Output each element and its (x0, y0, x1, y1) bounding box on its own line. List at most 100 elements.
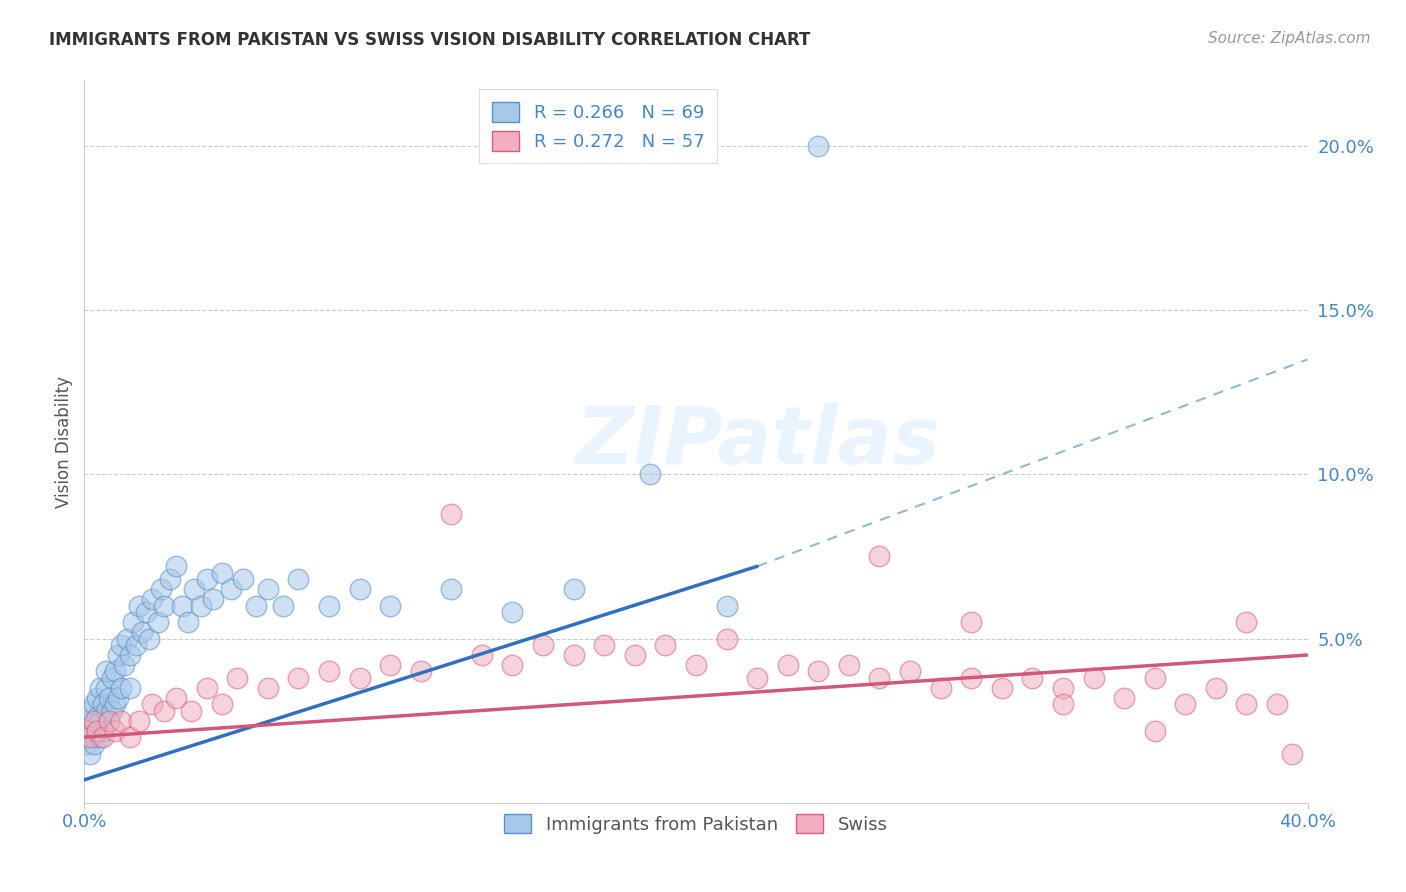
Point (128, 599, 150, 613)
Point (86, 723, 108, 738)
Point (349, 671, 371, 685)
Point (112, 657, 135, 672)
Point (101, 704, 124, 718)
Point (287, 671, 309, 685)
Point (440, 582, 463, 597)
Point (131, 625, 153, 640)
Point (1052, 698, 1074, 712)
Point (89, 714, 111, 728)
Point (257, 681, 280, 695)
Point (1143, 671, 1166, 685)
Point (110, 638, 132, 652)
Point (76, 714, 98, 728)
Point (76, 723, 98, 738)
Point (120, 730, 142, 744)
Point (960, 671, 983, 685)
Point (91, 698, 114, 712)
Point (153, 704, 176, 718)
Point (349, 582, 371, 597)
Point (86, 690, 108, 705)
Point (624, 648, 647, 662)
Point (1143, 723, 1166, 738)
Point (685, 657, 707, 672)
Point (190, 599, 212, 613)
Point (79, 730, 101, 744)
Point (79, 704, 101, 718)
Point (219, 582, 242, 597)
Point (135, 605, 157, 619)
Point (654, 638, 676, 652)
Point (107, 690, 129, 705)
Point (141, 698, 163, 712)
Point (245, 599, 267, 613)
Point (776, 657, 799, 672)
Point (318, 599, 340, 613)
Point (716, 599, 738, 613)
Point (211, 566, 233, 580)
Point (104, 698, 127, 712)
Point (138, 632, 160, 646)
Point (141, 592, 163, 607)
Point (83, 698, 105, 712)
Point (502, 605, 524, 619)
Point (107, 648, 129, 662)
Point (110, 681, 132, 695)
Point (183, 582, 205, 597)
Text: Source: ZipAtlas.com: Source: ZipAtlas.com (1208, 31, 1371, 46)
Point (869, 671, 891, 685)
Text: IMMIGRANTS FROM PAKISTAN VS SWISS VISION DISABILITY CORRELATION CHART: IMMIGRANTS FROM PAKISTAN VS SWISS VISION… (49, 31, 811, 49)
Point (226, 671, 249, 685)
Point (115, 632, 138, 646)
Point (1114, 690, 1136, 705)
Text: ZIPatlas: ZIPatlas (575, 402, 939, 481)
Point (79, 747, 101, 761)
Point (1083, 671, 1105, 685)
Point (172, 599, 194, 613)
Point (211, 698, 233, 712)
Point (125, 638, 148, 652)
Point (195, 573, 218, 587)
Point (1265, 698, 1288, 712)
Point (104, 665, 127, 679)
Point (97, 714, 120, 728)
Point (201, 592, 224, 607)
Point (380, 657, 402, 672)
Point (1236, 615, 1258, 630)
Point (991, 681, 1014, 695)
Point (94, 681, 117, 695)
Point (638, 467, 661, 482)
Point (104, 723, 127, 738)
Point (146, 615, 169, 630)
Point (120, 648, 142, 662)
Point (79, 723, 101, 738)
Point (159, 573, 181, 587)
Point (1052, 681, 1074, 695)
Point (593, 638, 616, 652)
Point (869, 549, 891, 564)
Point (165, 690, 187, 705)
Point (83, 730, 105, 744)
Point (929, 681, 952, 695)
Point (1236, 698, 1258, 712)
Point (562, 648, 585, 662)
Point (110, 714, 132, 728)
Point (89, 681, 111, 695)
Legend: Immigrants from Pakistan, Swiss: Immigrants from Pakistan, Swiss (494, 803, 898, 845)
Point (898, 665, 921, 679)
Point (83, 714, 105, 728)
Point (502, 657, 524, 672)
Point (440, 507, 463, 521)
Point (380, 599, 402, 613)
Point (89, 730, 111, 744)
Point (1281, 747, 1303, 761)
Point (747, 671, 769, 685)
Point (86, 710, 108, 724)
Point (101, 671, 124, 685)
Point (83, 737, 105, 751)
Point (409, 665, 432, 679)
Point (180, 704, 202, 718)
Point (1021, 671, 1043, 685)
Point (86, 723, 108, 738)
Point (76, 730, 98, 744)
Point (91, 730, 114, 744)
